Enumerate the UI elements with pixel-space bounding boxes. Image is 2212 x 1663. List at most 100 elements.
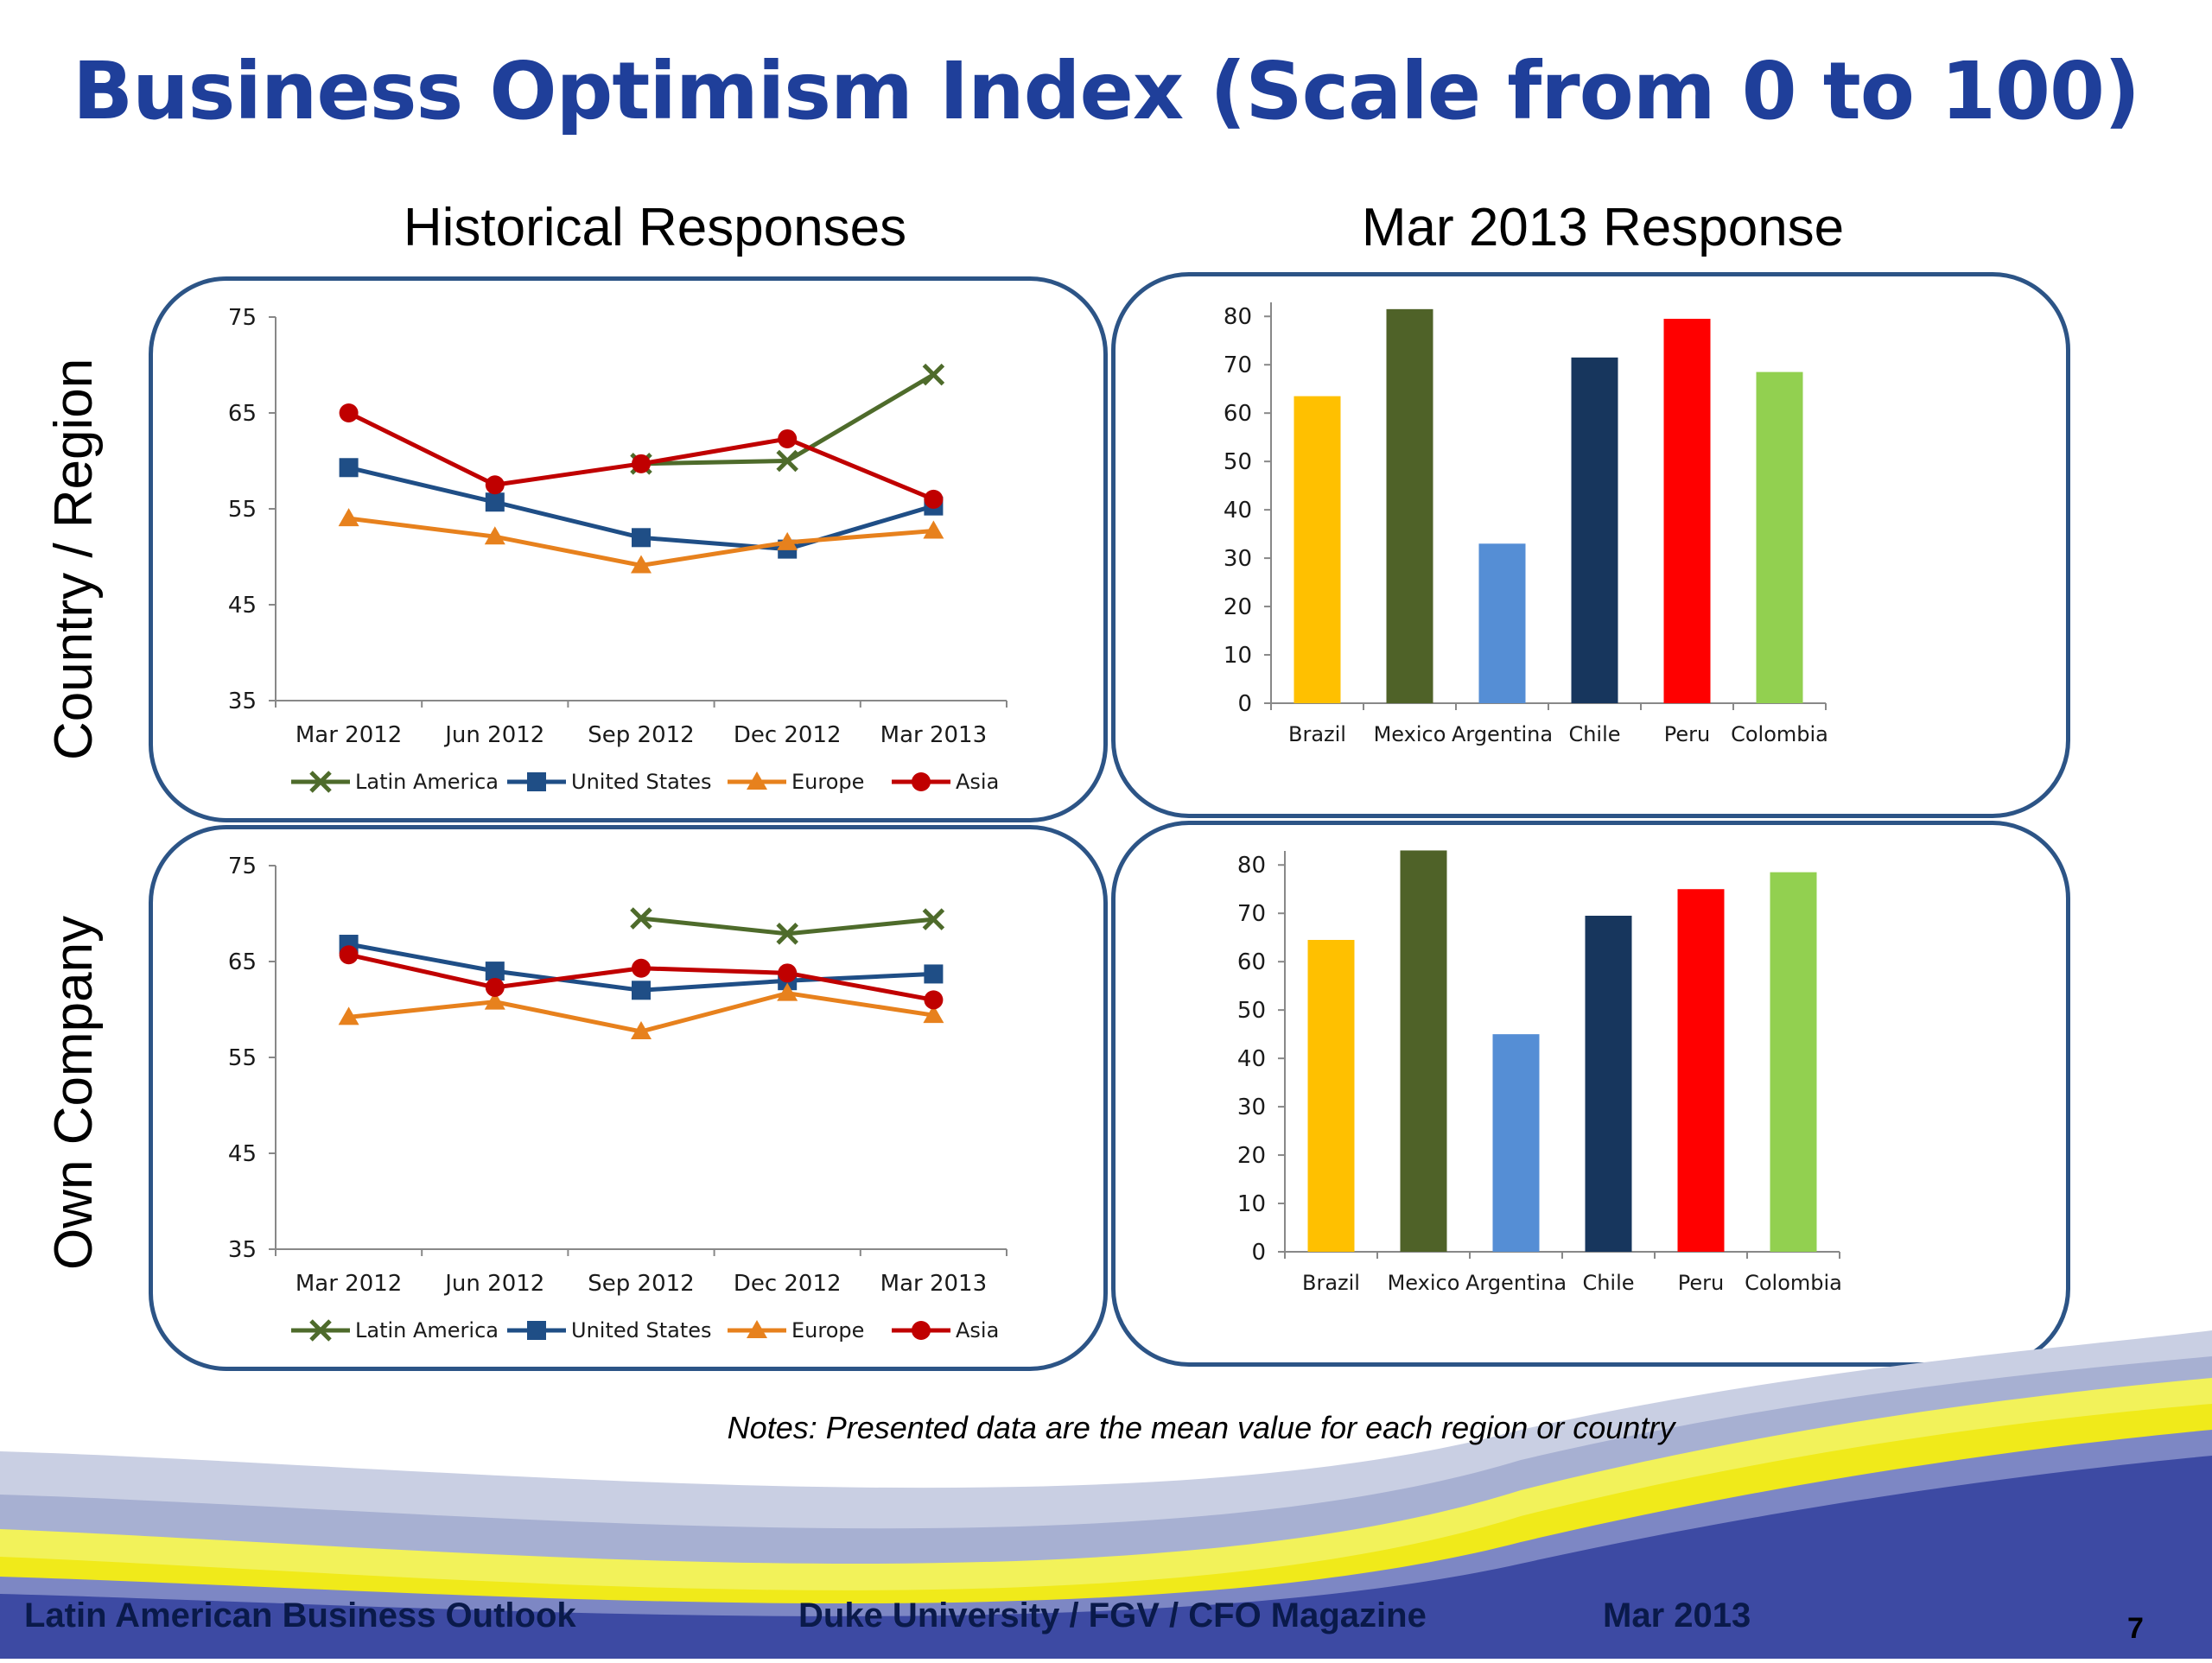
bar-chile [1571, 357, 1618, 703]
data-point-europe-jun-2012 [484, 991, 505, 1010]
data-point-asia-jun-2012 [485, 977, 505, 997]
legend-label-latin-america: Latin America [355, 1318, 499, 1342]
page-number: 7 [2127, 1612, 2144, 1645]
y-tick-label-70: 70 [1237, 901, 1266, 927]
bar-peru [1677, 889, 1725, 1252]
bar-chile [1585, 916, 1632, 1252]
data-point-united-states-jun-2012 [485, 962, 505, 981]
data-point-europe-sep-2012 [631, 1021, 652, 1040]
legend-label-asia: Asia [956, 1318, 999, 1342]
x-tick-label-chile: Chile [1568, 722, 1620, 746]
panel-mar2013-company: 0 10 20 30 40 50 60 70 80 Brazil Mexico Argentina Ch… [1111, 821, 2070, 1367]
data-point-latin-america-dec-2012 [776, 449, 798, 473]
data-point-united-states-sep-2012 [632, 981, 651, 1000]
legend-marker-latin-america [309, 1319, 332, 1342]
data-point-asia-mar-2012 [339, 403, 359, 422]
y-tick-label-45: 45 [228, 593, 257, 619]
x-tick-label-dec-2012: Dec 2012 [734, 1271, 842, 1297]
footer-mid-text: Duke University / FGV / CFO Magazine [798, 1596, 1427, 1634]
y-tick-label-30: 30 [1237, 1095, 1266, 1120]
y-tick-label-45: 45 [228, 1141, 257, 1167]
x-tick-label-sep-2012: Sep 2012 [588, 1271, 694, 1297]
y-tick-label-75: 75 [228, 305, 257, 331]
panel-mar2013-country: 0 10 20 30 40 50 60 70 80 Brazil Mexico Argentina Ch… [1111, 272, 2070, 818]
data-point-asia-dec-2012 [778, 428, 798, 448]
chart-historical-country: 35 45 55 65 75 Mar 2012 Jun 2012 Sep 2012 Dec 20… [228, 305, 1007, 794]
y-tick-label-50: 50 [1237, 998, 1266, 1024]
bar-argentina [1492, 1034, 1540, 1252]
bar-peru [1663, 319, 1711, 703]
mar-2013-response-heading: Mar 2013 Response [1361, 198, 1845, 257]
footer-date-text: Mar 2013 [1603, 1596, 1751, 1634]
legend-marker-united-states [527, 1321, 546, 1340]
bar-mexico [1386, 308, 1433, 703]
page-title: Business Optimism Index (Scale from 0 to… [72, 45, 2140, 137]
x-tick-label-colombia: Colombia [1745, 1271, 1842, 1295]
data-point-latin-america-dec-2012 [776, 923, 798, 945]
chart-historical-company: 35 45 55 65 75 Mar 2012 Jun 2012 Sep 2012 Dec 20… [228, 854, 1007, 1342]
x-tick-label-colombia: Colombia [1731, 722, 1828, 746]
panel-historical-company: 35 45 55 65 75 Mar 2012 Jun 2012 Sep 2012 Dec 20… [149, 825, 1108, 1371]
y-tick-label-40: 40 [1224, 498, 1252, 524]
data-point-latin-america-mar-2013 [922, 908, 945, 930]
legend-marker-europe [747, 1320, 767, 1338]
legend-label-united-states: United States [571, 1318, 712, 1342]
historical-responses-heading: Historical Responses [403, 198, 907, 257]
notes-text: Notes: Presented data are the mean value… [727, 1410, 1675, 1445]
legend-label-latin-america: Latin America [355, 770, 499, 794]
y-tick-label-55: 55 [228, 497, 257, 523]
y-tick-label-80: 80 [1224, 304, 1252, 330]
data-point-europe-mar-2012 [338, 508, 359, 527]
x-tick-label-jun-2012: Jun 2012 [443, 722, 544, 748]
data-point-europe-dec-2012 [777, 531, 798, 550]
data-point-latin-america-sep-2012 [630, 907, 652, 930]
data-point-asia-sep-2012 [632, 454, 651, 473]
data-point-asia-sep-2012 [632, 958, 651, 978]
y-tick-label-0: 0 [1251, 1240, 1266, 1266]
x-tick-label-peru: Peru [1678, 1271, 1724, 1295]
legend-marker-latin-america [309, 771, 332, 793]
x-tick-label-mar-2012: Mar 2012 [296, 722, 403, 748]
y-tick-label-20: 20 [1237, 1143, 1266, 1169]
chart-mar2013-country: 0 10 20 30 40 50 60 70 80 Brazil Mexico Argentina Ch… [1224, 302, 1828, 746]
y-tick-label-0: 0 [1237, 691, 1252, 717]
y-tick-label-65: 65 [228, 401, 257, 427]
x-tick-label-peru: Peru [1664, 722, 1710, 746]
footer-left-text: Latin American Business Outlook [24, 1596, 576, 1634]
data-point-asia-jun-2012 [485, 475, 505, 495]
x-tick-label-mexico: Mexico [1388, 1271, 1460, 1295]
data-point-asia-dec-2012 [778, 963, 798, 983]
x-tick-label-mar-2012: Mar 2012 [296, 1271, 403, 1297]
y-tick-label-35: 35 [228, 1237, 257, 1263]
legend-label-europe: Europe [791, 770, 864, 794]
y-tick-label-10: 10 [1237, 1191, 1266, 1217]
legend-marker-europe [747, 771, 767, 790]
row-label-country-region: Country / Region [44, 358, 104, 760]
data-point-europe-sep-2012 [631, 555, 652, 574]
y-tick-label-70: 70 [1224, 352, 1252, 378]
x-tick-label-jun-2012: Jun 2012 [443, 1271, 544, 1297]
row-label-own-company: Own Company [44, 915, 104, 1270]
data-point-europe-dec-2012 [777, 982, 798, 1001]
x-tick-label-sep-2012: Sep 2012 [588, 722, 694, 748]
y-tick-label-55: 55 [228, 1045, 257, 1071]
y-tick-label-60: 60 [1224, 401, 1252, 427]
y-tick-label-80: 80 [1237, 853, 1266, 879]
x-tick-label-mar-2013: Mar 2013 [880, 722, 988, 748]
x-tick-label-brazil: Brazil [1302, 1271, 1360, 1295]
data-point-asia-mar-2013 [924, 489, 944, 509]
data-point-asia-mar-2012 [339, 945, 359, 965]
data-point-europe-mar-2012 [338, 1006, 359, 1025]
bar-brazil [1307, 939, 1355, 1252]
data-point-europe-jun-2012 [484, 526, 505, 545]
data-point-asia-mar-2013 [924, 990, 944, 1010]
data-point-united-states-mar-2013 [924, 964, 944, 984]
data-point-united-states-sep-2012 [632, 528, 651, 548]
y-tick-label-75: 75 [228, 854, 257, 879]
legend-label-united-states: United States [571, 770, 712, 794]
bar-argentina [1478, 543, 1526, 703]
data-point-europe-mar-2013 [923, 1005, 944, 1024]
data-point-united-states-jun-2012 [485, 492, 505, 512]
x-tick-label-brazil: Brazil [1288, 722, 1346, 746]
footer-swoosh-graphic [0, 1330, 2212, 1659]
